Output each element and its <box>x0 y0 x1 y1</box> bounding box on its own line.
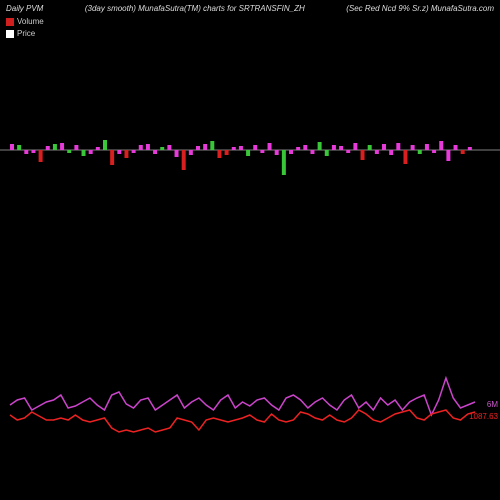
axis-label-6m: 6M <box>487 400 498 410</box>
axis-label-price: 1087.63 <box>469 412 498 422</box>
chart-canvas <box>0 0 500 500</box>
